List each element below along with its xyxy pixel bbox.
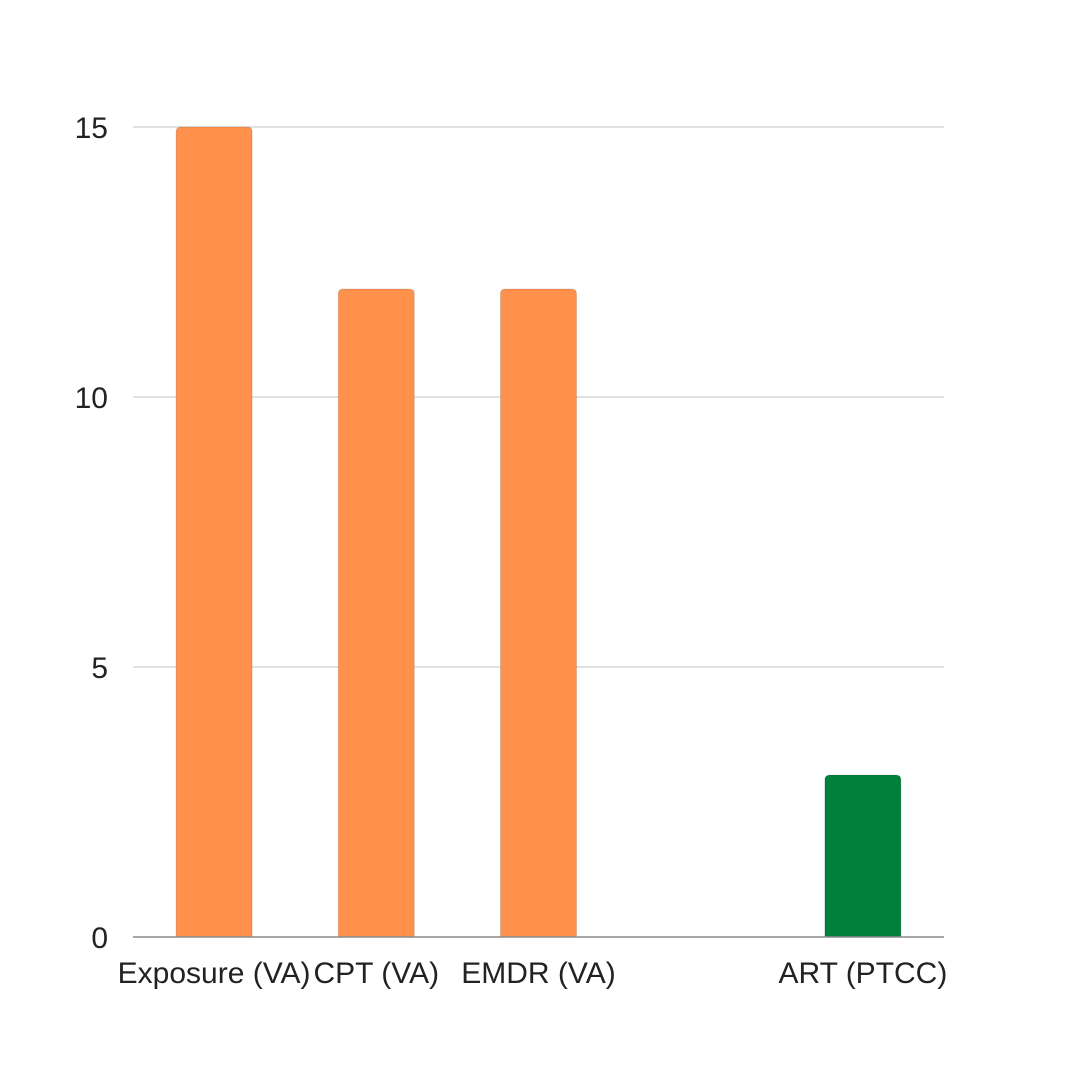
category-labels: Exposure (VA) CPT (VA) EMDR (VA) ART (PTCC) <box>118 957 948 990</box>
bars <box>175 126 902 938</box>
bar <box>337 288 415 938</box>
y-tick-label: 15 <box>75 112 108 145</box>
bar <box>500 288 577 938</box>
category-label: EMDR (VA) <box>461 957 615 990</box>
y-tick-label: 10 <box>75 382 108 415</box>
y-tick-labels: 0 5 10 15 <box>75 112 108 955</box>
category-label: CPT (VA) <box>314 957 440 990</box>
y-tick-label: 0 <box>91 922 108 955</box>
category-label: ART (PTCC) <box>778 957 947 990</box>
category-label: Exposure (VA) <box>118 957 311 990</box>
y-tick-label: 5 <box>91 652 108 685</box>
bar <box>175 126 253 938</box>
bar <box>824 774 902 938</box>
